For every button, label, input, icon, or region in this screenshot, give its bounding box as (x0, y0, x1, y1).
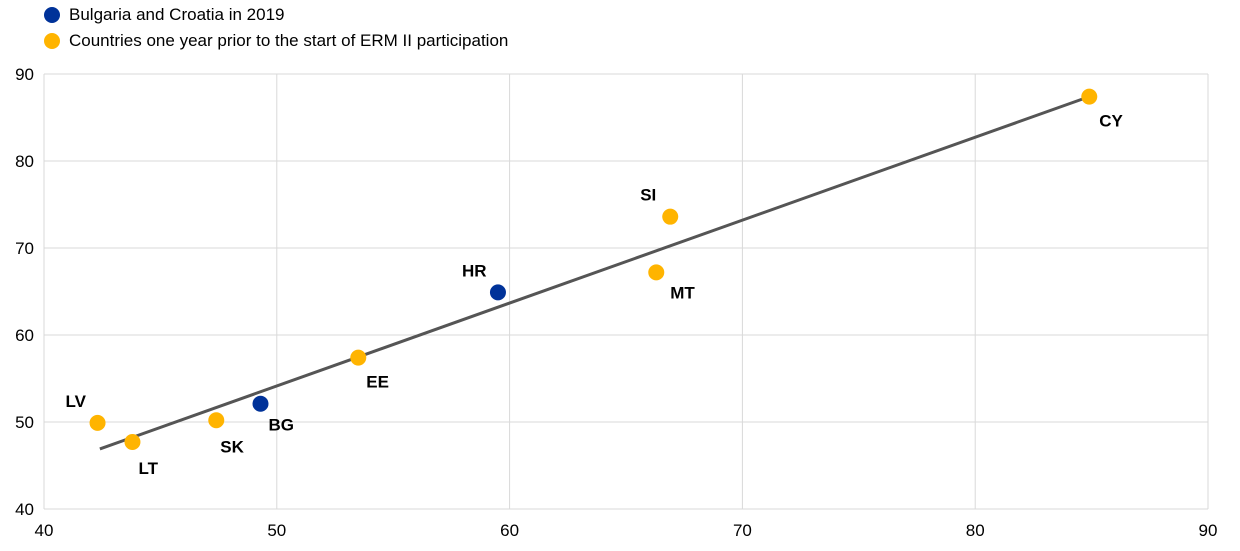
x-tick-label: 80 (966, 521, 985, 540)
data-point-cy (1081, 88, 1098, 105)
legend: Bulgaria and Croatia in 2019 Countries o… (44, 2, 508, 54)
x-tick-label: 50 (267, 521, 286, 540)
data-point-lv (89, 414, 106, 431)
legend-label: Countries one year prior to the start of… (69, 31, 509, 50)
data-point-si (662, 208, 679, 225)
data-label-ee: EE (366, 373, 389, 392)
y-tick-label: 70 (15, 239, 34, 258)
y-tick-label: 40 (15, 500, 34, 519)
x-tick-label: 90 (1199, 521, 1218, 540)
y-tick-label: 60 (15, 326, 34, 345)
data-point-hr (489, 284, 506, 301)
legend-marker (44, 7, 60, 23)
y-tick-label: 80 (15, 152, 34, 171)
legend-marker (44, 33, 60, 49)
x-tick-label: 40 (35, 521, 54, 540)
y-tick-label: 50 (15, 413, 34, 432)
x-tick-label: 70 (733, 521, 752, 540)
legend-label: Bulgaria and Croatia in 2019 (69, 5, 285, 24)
data-point-sk (208, 412, 225, 429)
data-point-ee (350, 349, 367, 366)
data-point-lt (124, 434, 141, 451)
data-label-mt: MT (670, 283, 695, 302)
data-label-sk: SK (220, 437, 244, 456)
data-label-cy: CY (1099, 112, 1123, 131)
data-label-lv: LV (66, 392, 87, 411)
legend-item-erm-countries: Countries one year prior to the start of… (44, 28, 508, 54)
x-tick-label: 60 (500, 521, 519, 540)
legend-item-bulgaria-croatia: Bulgaria and Croatia in 2019 (44, 2, 508, 28)
data-label-si: SI (640, 186, 656, 205)
data-label-hr: HR (462, 261, 487, 280)
data-point-mt (648, 264, 665, 281)
trend-line (99, 95, 1090, 451)
data-label-lt: LT (138, 459, 158, 478)
y-tick-label: 90 (15, 65, 34, 84)
data-label-bg: BG (269, 416, 295, 435)
data-point-bg (252, 395, 269, 412)
